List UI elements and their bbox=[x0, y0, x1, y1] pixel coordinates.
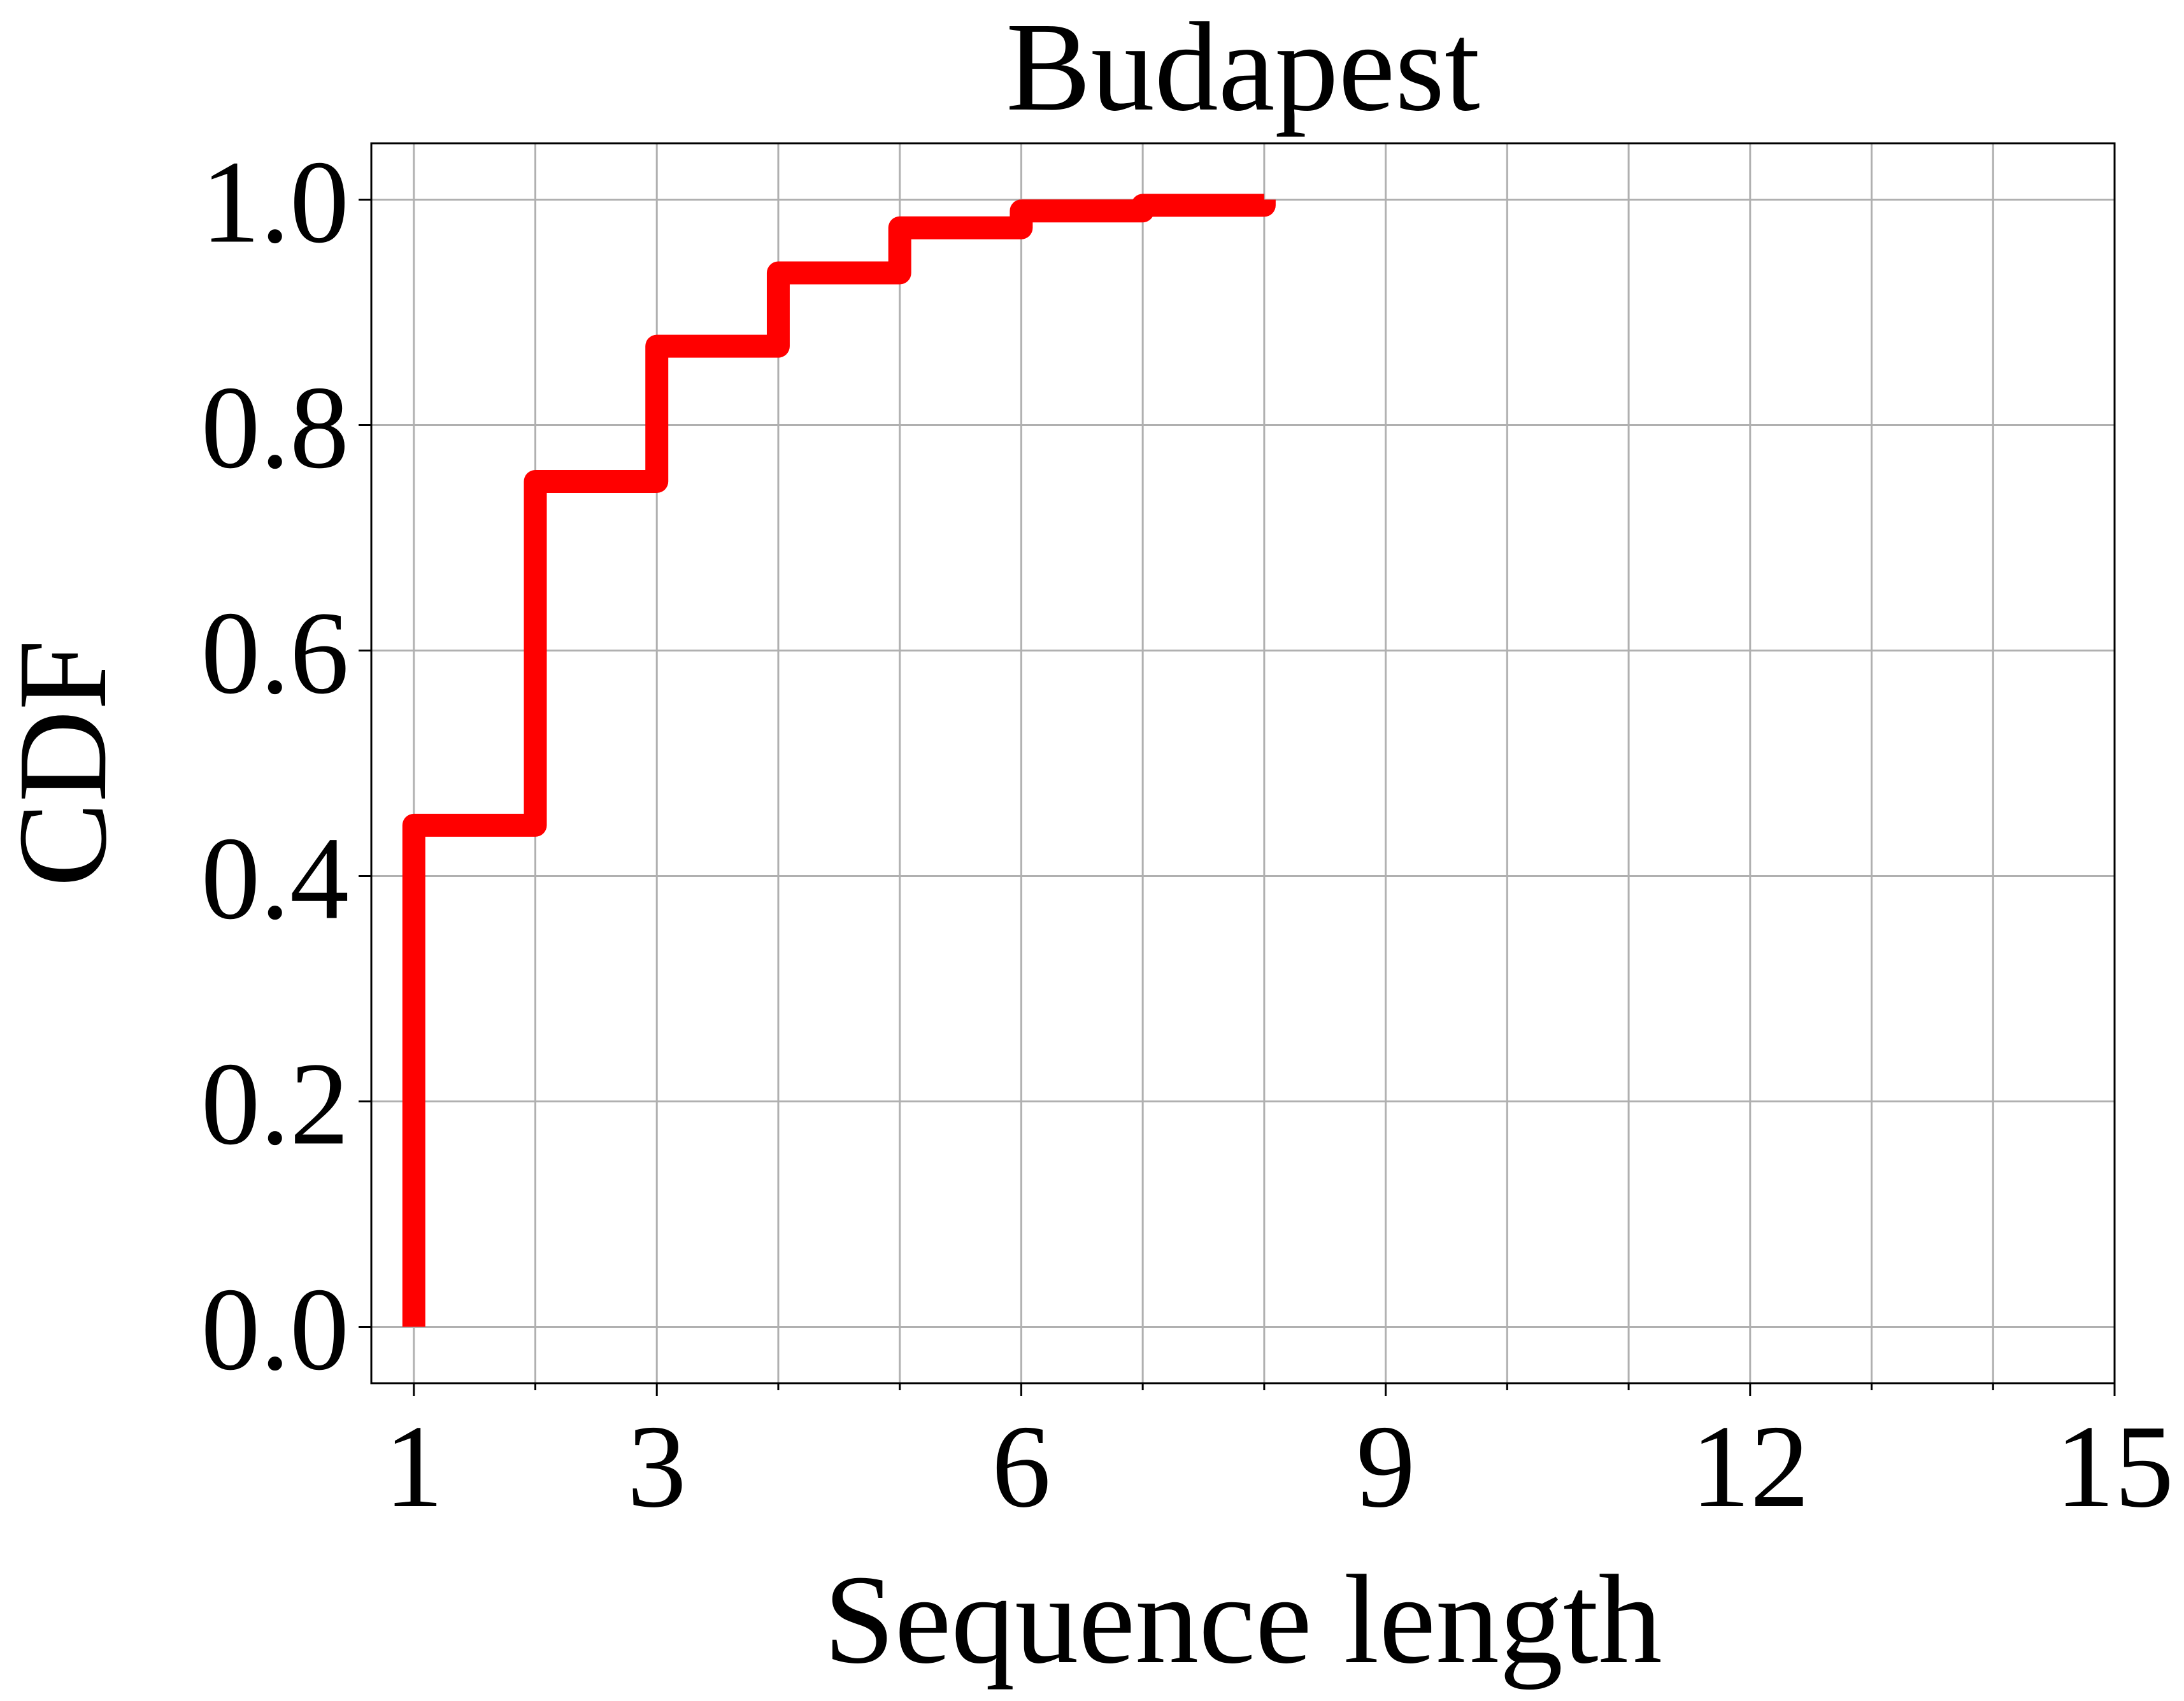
chart-title: Budapest bbox=[1006, 0, 1480, 138]
x-tick-labels: 1 3 6 9 12 15 bbox=[384, 1401, 2174, 1532]
x-axis-label: Sequence length bbox=[824, 1549, 1662, 1690]
x-tick-label: 9 bbox=[1356, 1401, 1415, 1532]
y-tick-label: 0.2 bbox=[201, 1039, 350, 1170]
y-axis-label: CDF bbox=[0, 639, 133, 887]
y-tick-label: 0.4 bbox=[201, 813, 350, 944]
x-tick-label: 1 bbox=[384, 1401, 443, 1532]
y-tick-labels: 0.0 0.2 0.4 0.6 0.8 1.0 bbox=[201, 137, 350, 1395]
cdf-line bbox=[402, 194, 1276, 1327]
y-tick-label: 0.0 bbox=[201, 1264, 350, 1395]
ticks bbox=[359, 199, 2116, 1396]
grid bbox=[371, 143, 2116, 1383]
y-tick-label: 0.8 bbox=[201, 362, 350, 494]
x-tick-label: 15 bbox=[2055, 1401, 2174, 1532]
data-point bbox=[534, 481, 536, 482]
y-tick-label: 0.6 bbox=[201, 588, 350, 719]
x-tick-label: 12 bbox=[1691, 1401, 1809, 1532]
x-tick-label: 3 bbox=[627, 1401, 687, 1532]
y-tick-label: 1.0 bbox=[201, 137, 350, 268]
data-point bbox=[899, 227, 901, 229]
series-layer bbox=[402, 194, 1276, 1327]
axes-frame bbox=[370, 142, 2116, 1384]
x-tick-label: 6 bbox=[992, 1401, 1051, 1532]
